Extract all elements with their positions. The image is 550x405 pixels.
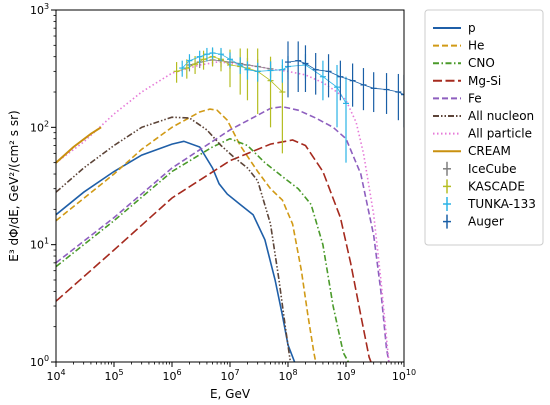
- legend-item-kascade: KASCADE: [443, 179, 525, 194]
- series-line-all-nucleon: [56, 116, 292, 362]
- legend-label: CREAM: [468, 144, 511, 158]
- legend-item-fe: Fe: [433, 91, 482, 105]
- legend-item-cream: CREAM: [433, 144, 511, 158]
- series-errorbars-auger: [285, 41, 404, 128]
- series-line-p: [56, 140, 296, 362]
- series-line-he: [56, 108, 317, 362]
- legend-item-tunka-133: TUNKA-133: [443, 197, 536, 211]
- legend-item-all-nucleon: All nucleon: [433, 109, 534, 123]
- legend-label: CNO: [468, 56, 495, 70]
- y-axis-label: E³ dΦ/dE, GeV²/(cm² s sr): [7, 110, 21, 261]
- x-tick-label: 104: [46, 368, 65, 383]
- x-tick-label: 108: [278, 368, 297, 383]
- x-tick-label: 107: [220, 368, 239, 383]
- x-tick-label: 1010: [392, 368, 416, 383]
- legend-label: p: [468, 21, 476, 35]
- series-line-cno: [56, 137, 350, 362]
- series-layer: [56, 41, 404, 362]
- legend-label: Mg-Si: [468, 74, 501, 88]
- legend-item-auger: Auger: [443, 214, 504, 229]
- legend-label: Fe: [468, 91, 482, 105]
- legend: p He CNO Mg-Si Fe All nucleon All particle CREA…: [424, 9, 544, 246]
- y-tick-label: 100: [30, 354, 49, 369]
- x-tick-label: 106: [162, 368, 181, 383]
- y-tick-label: 101: [30, 237, 49, 252]
- x-tick-label: 105: [104, 368, 123, 383]
- legend-item-icecube: IceCube: [443, 161, 517, 176]
- x-tick-label: 109: [336, 368, 355, 383]
- legend-label: IceCube: [468, 162, 517, 176]
- legend-item-mg-si: Mg-Si: [433, 74, 501, 88]
- legend-label: He: [468, 39, 484, 53]
- legend-item-p: p: [433, 21, 476, 35]
- legend-item-all-particle: All particle: [433, 127, 532, 141]
- y-tick-label: 102: [30, 119, 49, 134]
- series-line-auger: [287, 60, 404, 95]
- series-errorbars-tunka-133: [179, 47, 349, 163]
- series-line-tunka-133: [181, 52, 347, 104]
- legend-label: KASCADE: [468, 179, 525, 193]
- legend-label: Auger: [468, 215, 504, 229]
- series-line-cream: [56, 126, 102, 164]
- x-axis-label: E, GeV: [210, 387, 251, 401]
- legend-frame: [424, 9, 544, 246]
- series-line-kascade: [176, 56, 283, 93]
- series-line-fe: [56, 105, 390, 362]
- legend-label: TUNKA-133: [467, 197, 536, 211]
- legend-item-he: He: [433, 39, 484, 53]
- legend-label: All nucleon: [468, 109, 534, 123]
- y-tick-label: 103: [30, 2, 49, 17]
- legend-item-cno: CNO: [433, 56, 495, 70]
- legend-label: All particle: [468, 127, 532, 141]
- series-line-mg-si: [56, 139, 372, 362]
